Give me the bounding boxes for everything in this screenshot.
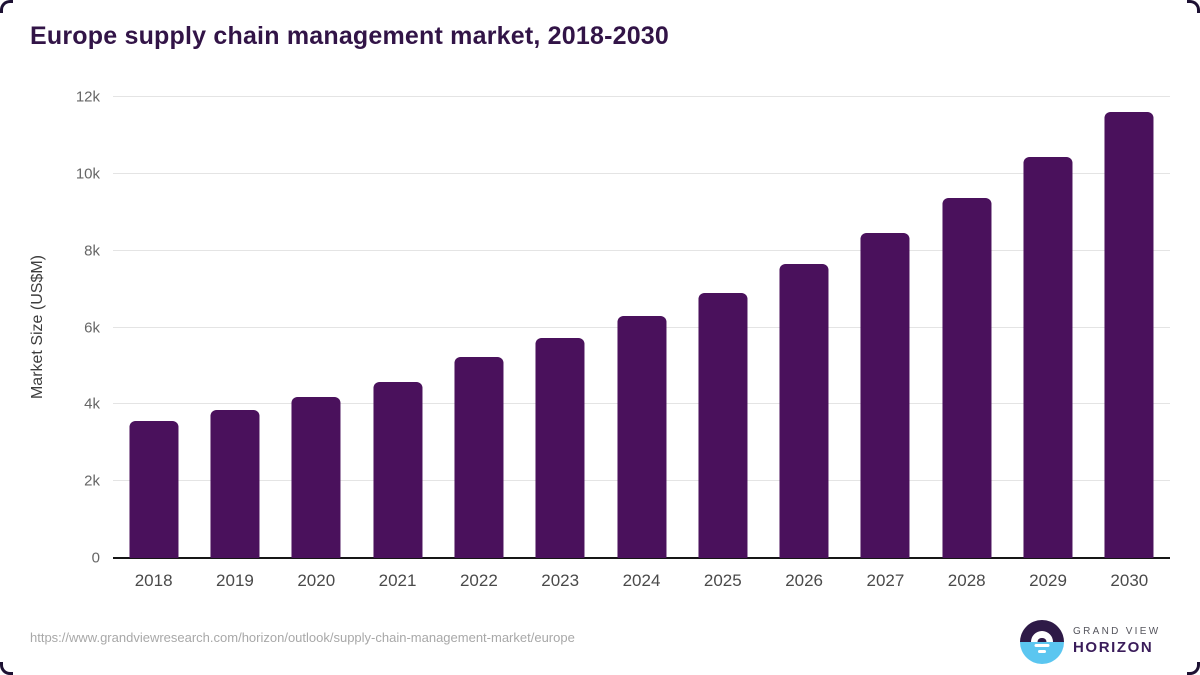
x-tick-label-2028: 2028 — [947, 571, 986, 590]
x-tick-label-2023: 2023 — [541, 571, 580, 590]
chart-title: Europe supply chain management market, 2… — [30, 22, 670, 50]
x-tick-label-2027: 2027 — [866, 571, 905, 590]
x-tick-label-2019: 2019 — [216, 571, 254, 590]
bar-2026[interactable] — [779, 264, 829, 558]
y-tick-label-12k: 12k — [75, 88, 100, 106]
y-tick-label-2k: 2k — [84, 472, 100, 490]
x-tick-label-2018: 2018 — [134, 571, 173, 590]
x-tick-label-2029: 2029 — [1029, 571, 1067, 590]
bar-2024[interactable] — [616, 315, 667, 558]
logo-horizon-label: HORIZON — [1073, 638, 1154, 656]
corner-artifact-top-left — [0, 0, 13, 13]
corner-artifact-bottom-right — [1187, 662, 1200, 675]
logo-text: GRAND VIEW HORIZON — [1073, 626, 1160, 657]
bar-2022[interactable] — [454, 357, 504, 558]
bar-2023[interactable] — [535, 337, 585, 558]
bar-2020[interactable] — [291, 397, 341, 558]
bar-2027[interactable] — [860, 233, 910, 558]
logo-sun-arch — [1031, 631, 1053, 642]
bar-2021[interactable] — [373, 382, 423, 558]
corner-artifact-bottom-left — [0, 662, 13, 675]
x-axis-line — [113, 557, 1170, 559]
logo-reflection-line-2 — [1038, 650, 1046, 653]
source-url: https://www.grandviewresearch.com/horizo… — [30, 630, 575, 645]
x-tick-label-2024: 2024 — [622, 571, 661, 590]
x-tick-label-2025: 2025 — [703, 571, 742, 590]
plot-area: 0 2k 4k 6k 8k 10k 12k 2018 2019 2020 2021 2022 2023 2… — [76, 89, 1170, 590]
y-tick-label-0: 0 — [91, 549, 100, 567]
y-tick-label-8k: 8k — [84, 242, 100, 260]
bar-2028[interactable] — [942, 198, 992, 558]
y-tick-label-6k: 6k — [84, 319, 100, 336]
y-axis-title: Market Size (US$M) — [29, 254, 46, 400]
logo-grand-view-label: GRAND VIEW — [1073, 626, 1161, 638]
x-tick-label-2021: 2021 — [378, 571, 417, 590]
bar-2018[interactable] — [129, 420, 179, 558]
x-tick-label-2026: 2026 — [785, 571, 824, 590]
gridline-10k — [113, 172, 1170, 174]
logo-sea-half — [1020, 642, 1064, 664]
gridline-12k — [113, 96, 1170, 97]
bar-2025[interactable] — [698, 292, 748, 558]
gridline-8k — [113, 249, 1170, 251]
y-tick-label-10k: 10k — [75, 165, 100, 183]
logo-reflection-line-1 — [1034, 644, 1050, 647]
bar-2030[interactable] — [1104, 111, 1154, 558]
x-tick-label-2022: 2022 — [459, 571, 498, 590]
bar-2019[interactable] — [210, 410, 260, 558]
x-tick-label-2030: 2030 — [1110, 571, 1149, 590]
x-tick-label-2020: 2020 — [297, 571, 336, 590]
corner-artifact-top-right — [1187, 0, 1200, 13]
grand-view-horizon-logo: GRAND VIEW HORIZON — [1020, 620, 1160, 664]
horizon-sun-logo-icon — [1020, 620, 1064, 664]
bar-2029[interactable] — [1023, 156, 1073, 558]
y-tick-label-4k: 4k — [84, 395, 100, 413]
